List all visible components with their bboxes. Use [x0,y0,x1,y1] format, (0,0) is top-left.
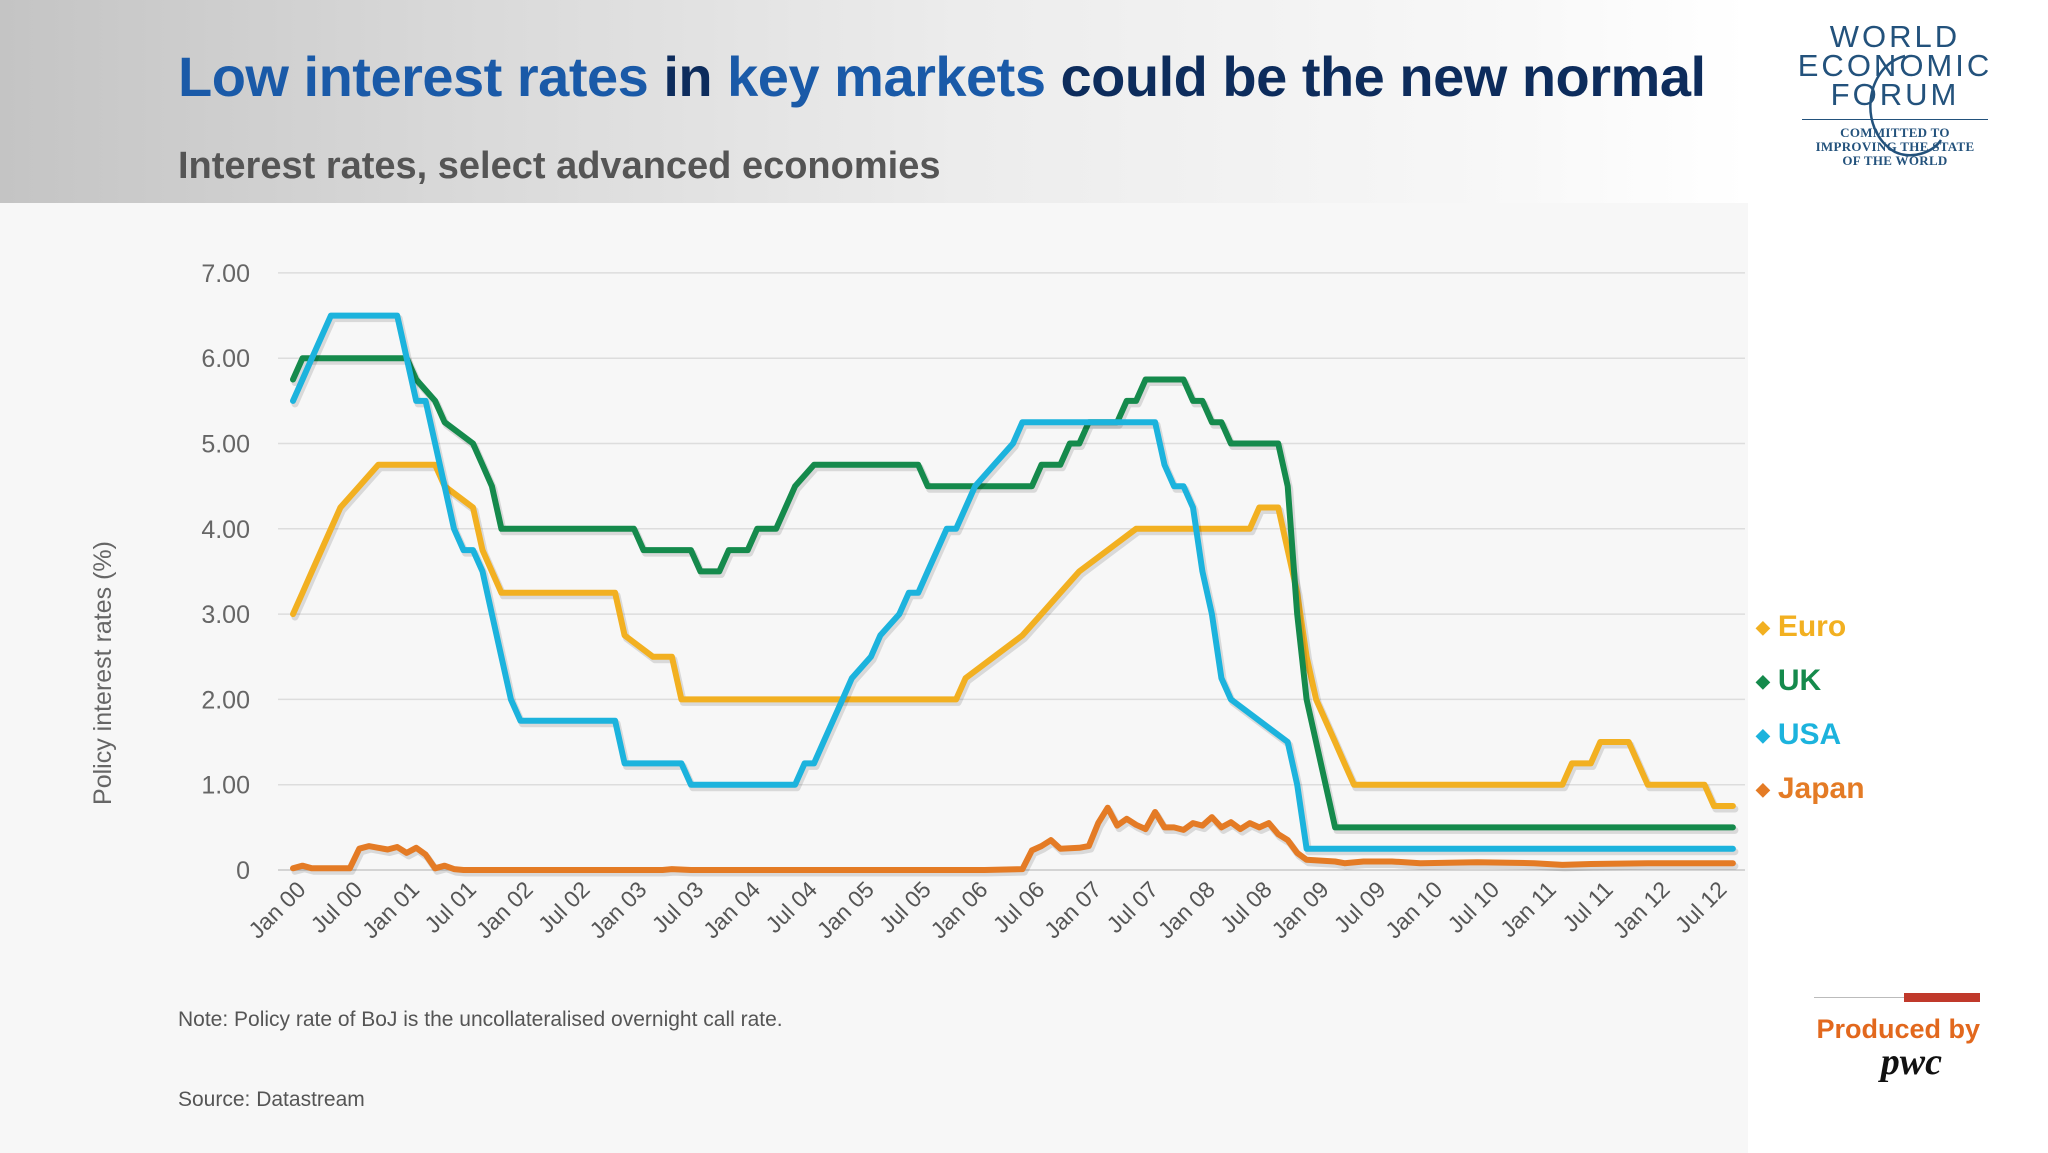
x-tick-label: Jan 02 [471,876,538,943]
chart-note: Note: Policy rate of BoJ is the uncollat… [178,1008,783,1031]
series-line-euro [290,461,1736,809]
x-tick-label: Jan 11 [1495,876,1561,942]
logo-tagline-1: COMMITTED TO [1840,125,1950,140]
x-tick-label: Jan 08 [1153,876,1220,943]
chart-grid [278,272,1745,871]
x-tick-label: Jul 01 [419,876,481,938]
legend-label: USA [1777,718,1842,751]
y-tick-label: 4.00 [201,516,250,544]
x-tick-label: Jul 12 [1670,876,1732,938]
series-line-japan [290,804,1736,873]
y-tick-label: 6.00 [201,345,250,373]
x-tick-label: Jul 07 [1101,876,1163,938]
diamond-icon: ◆ [1756,724,1770,745]
x-tick-label: Jan 01 [357,876,424,943]
legend-item-uk: ◆ UK [1756,654,1865,708]
x-tick-label: Jan 12 [1607,876,1674,943]
y-tick-label: 5.00 [201,431,250,459]
chart-subtitle: Interest rates, select advanced economie… [178,145,941,187]
title-ending: could be the new normal [1045,45,1707,108]
series-line-shadow-usa [291,315,1739,856]
legend-item-japan: ◆ Japan [1756,762,1865,816]
y-axis-ticks: 0 1.00 2.00 3.00 4.00 5.00 6.00 7.00 [201,260,250,885]
x-tick-label: Jan 00 [243,876,310,943]
x-tick-label: Jan 06 [925,876,992,943]
y-tick-label: 3.00 [201,601,250,629]
pwc-logo: pwc [1880,1041,1942,1083]
producer-credit: Produced by pwc [1800,993,2000,1083]
y-tick-label: 1.00 [201,772,250,800]
x-tick-label: Jan 05 [812,876,879,943]
x-tick-label: Jul 05 [874,876,936,938]
chart-legend: ◆ Euro ◆ UK ◆ USA ◆ Japan [1756,600,1865,816]
legend-item-euro: ◆ Euro [1756,600,1865,654]
diamond-icon: ◆ [1756,670,1770,691]
header-band [0,0,1748,203]
title-connector: in [648,45,728,108]
chart-series [290,312,1739,877]
wef-logo: WORLD ECONOMIC FORUM COMMITTED TO IMPROV… [1790,19,2000,168]
x-tick-label: Jan 07 [1039,876,1106,943]
diamond-icon: ◆ [1756,778,1770,799]
series-line-usa [290,312,1736,852]
x-tick-label: Jul 04 [760,876,822,938]
x-tick-label: Jul 09 [1329,876,1391,938]
legend-label: Japan [1777,772,1865,805]
producer-accent-bar [1904,993,1980,1002]
x-tick-label: Jul 00 [306,876,368,938]
producer-rule [1814,997,1904,998]
logo-tagline: COMMITTED TO IMPROVING THE STATE OF THE … [1790,126,2000,168]
logo-divider [1802,119,1988,120]
logo-line-world: WORLD [1829,19,1961,54]
series-line-uk [290,355,1736,831]
logo-line-forum: FORUM [1830,77,1960,112]
x-tick-label: Jul 08 [1215,876,1277,938]
logo-tagline-2: IMPROVING THE STATE [1815,139,1975,154]
chart-panel: 0 1.00 2.00 3.00 4.00 5.00 6.00 7.00 Jan 00 Jul … [0,203,1748,1153]
x-tick-label: Jan 03 [584,876,651,943]
y-tick-label: 0 [236,857,250,885]
x-tick-label: Jul 10 [1442,876,1504,938]
title-highlight-2: key markets [727,45,1046,108]
legend-item-usa: ◆ USA [1756,708,1865,762]
title-highlight-1: Low interest rates [178,45,649,108]
y-axis-label: Policy interest rates (%) [89,541,117,805]
x-tick-label: Jan 10 [1380,876,1447,943]
diamond-icon: ◆ [1756,616,1770,637]
logo-line-economic: ECONOMIC [1797,48,1993,83]
y-tick-label: 7.00 [201,260,250,288]
x-tick-label: Jan 09 [1266,876,1333,943]
x-tick-label: Jan 04 [698,876,765,943]
logo-arc-icon [1869,54,1943,157]
x-tick-label: Jul 03 [647,876,709,938]
legend-label: Euro [1777,610,1847,643]
produced-by-label: Produced by [1816,1014,1980,1044]
logo-tagline-3: OF THE WORLD [1842,153,1948,168]
x-tick-label: Jul 06 [988,876,1050,938]
legend-label: UK [1777,664,1822,697]
x-tick-label: Jul 02 [533,876,595,938]
chart-source: Source: Datastream [178,1088,365,1111]
y-tick-label: 2.00 [201,686,250,714]
page-title: Low interest rates in key markets could … [178,44,1706,109]
line-chart: 01.002.003.004.005.006.007.00 Jan 00Jul … [89,260,1745,943]
